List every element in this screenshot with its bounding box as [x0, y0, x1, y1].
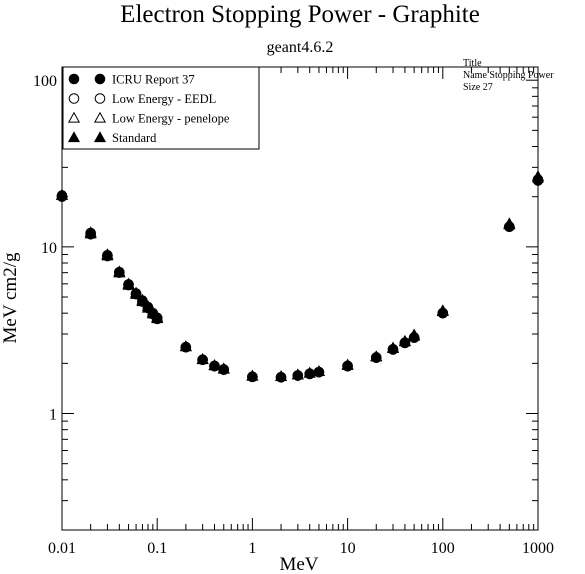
- legend-marker: [93, 111, 107, 123]
- data-point: [370, 350, 383, 362]
- x-axis-label: MeV: [279, 554, 318, 574]
- data-point: [436, 304, 449, 316]
- data-point: [246, 369, 259, 381]
- legend-marker: [67, 111, 81, 123]
- y-axis-label: MeV cm2/g: [0, 252, 21, 343]
- series-2: [56, 174, 544, 383]
- x-tick-label: 0.01: [48, 540, 76, 557]
- legend: ICRU Report 37 Low Energy - EEDL Low Energ…: [62, 66, 260, 150]
- x-tick-label: 0.1: [147, 540, 167, 557]
- x-tick-label: 100: [431, 540, 455, 557]
- y-tick-label: 1: [49, 407, 57, 424]
- data-point: [275, 370, 288, 382]
- data-point: [136, 295, 149, 307]
- chart-title: Electron Stopping Power - Graphite: [120, 1, 480, 28]
- data-point: [312, 365, 325, 377]
- x-tick-label: 1: [248, 540, 256, 557]
- data-point: [208, 359, 221, 371]
- legend-marker: [68, 73, 80, 85]
- legend-marker: [67, 131, 81, 143]
- legend-marker: [94, 73, 106, 85]
- data-markers: [55, 170, 545, 383]
- legend-label: Standard: [112, 131, 157, 145]
- legend-label: ICRU Report 37: [112, 73, 195, 87]
- data-point: [151, 312, 164, 324]
- series-4: [55, 170, 545, 382]
- data-point: [531, 170, 545, 181]
- data-point: [303, 366, 316, 378]
- x-tick-label: 1000: [522, 540, 554, 557]
- data-point: [84, 227, 97, 239]
- data-point: [179, 340, 192, 352]
- data-point: [386, 341, 400, 353]
- data-point: [291, 368, 304, 380]
- x-tick-label: 10: [340, 540, 356, 557]
- stats-name: Name Stopping Power: [463, 70, 554, 81]
- chart-subtitle: geant4.6.2: [267, 39, 334, 56]
- y-tick-label: 10: [41, 240, 57, 257]
- legend-label: Low Energy - EEDL: [112, 92, 216, 106]
- data-point: [101, 249, 114, 261]
- data-point: [122, 278, 135, 290]
- series-3: [55, 171, 545, 382]
- data-point: [408, 328, 421, 340]
- data-point: [113, 266, 126, 278]
- data-point: [217, 362, 230, 374]
- data-point: [398, 334, 411, 346]
- legend-label: Low Energy - penelope: [112, 112, 230, 126]
- data-point: [341, 358, 354, 370]
- legend-marker: [68, 93, 80, 104]
- data-point: [130, 287, 143, 299]
- stats-box: Title Name Stopping Power Size 27: [463, 58, 554, 93]
- legend-marker: [94, 93, 106, 104]
- stats-size: Size 27: [463, 82, 493, 93]
- legend-marker: [93, 131, 107, 143]
- data-point: [503, 217, 516, 229]
- series-1: [56, 175, 544, 383]
- data-point: [55, 189, 69, 200]
- y-tick-label: 100: [33, 73, 57, 90]
- data-point: [141, 301, 155, 313]
- plot-frame: [61, 66, 539, 531]
- data-point: [196, 353, 209, 365]
- stats-title: Title: [463, 58, 482, 69]
